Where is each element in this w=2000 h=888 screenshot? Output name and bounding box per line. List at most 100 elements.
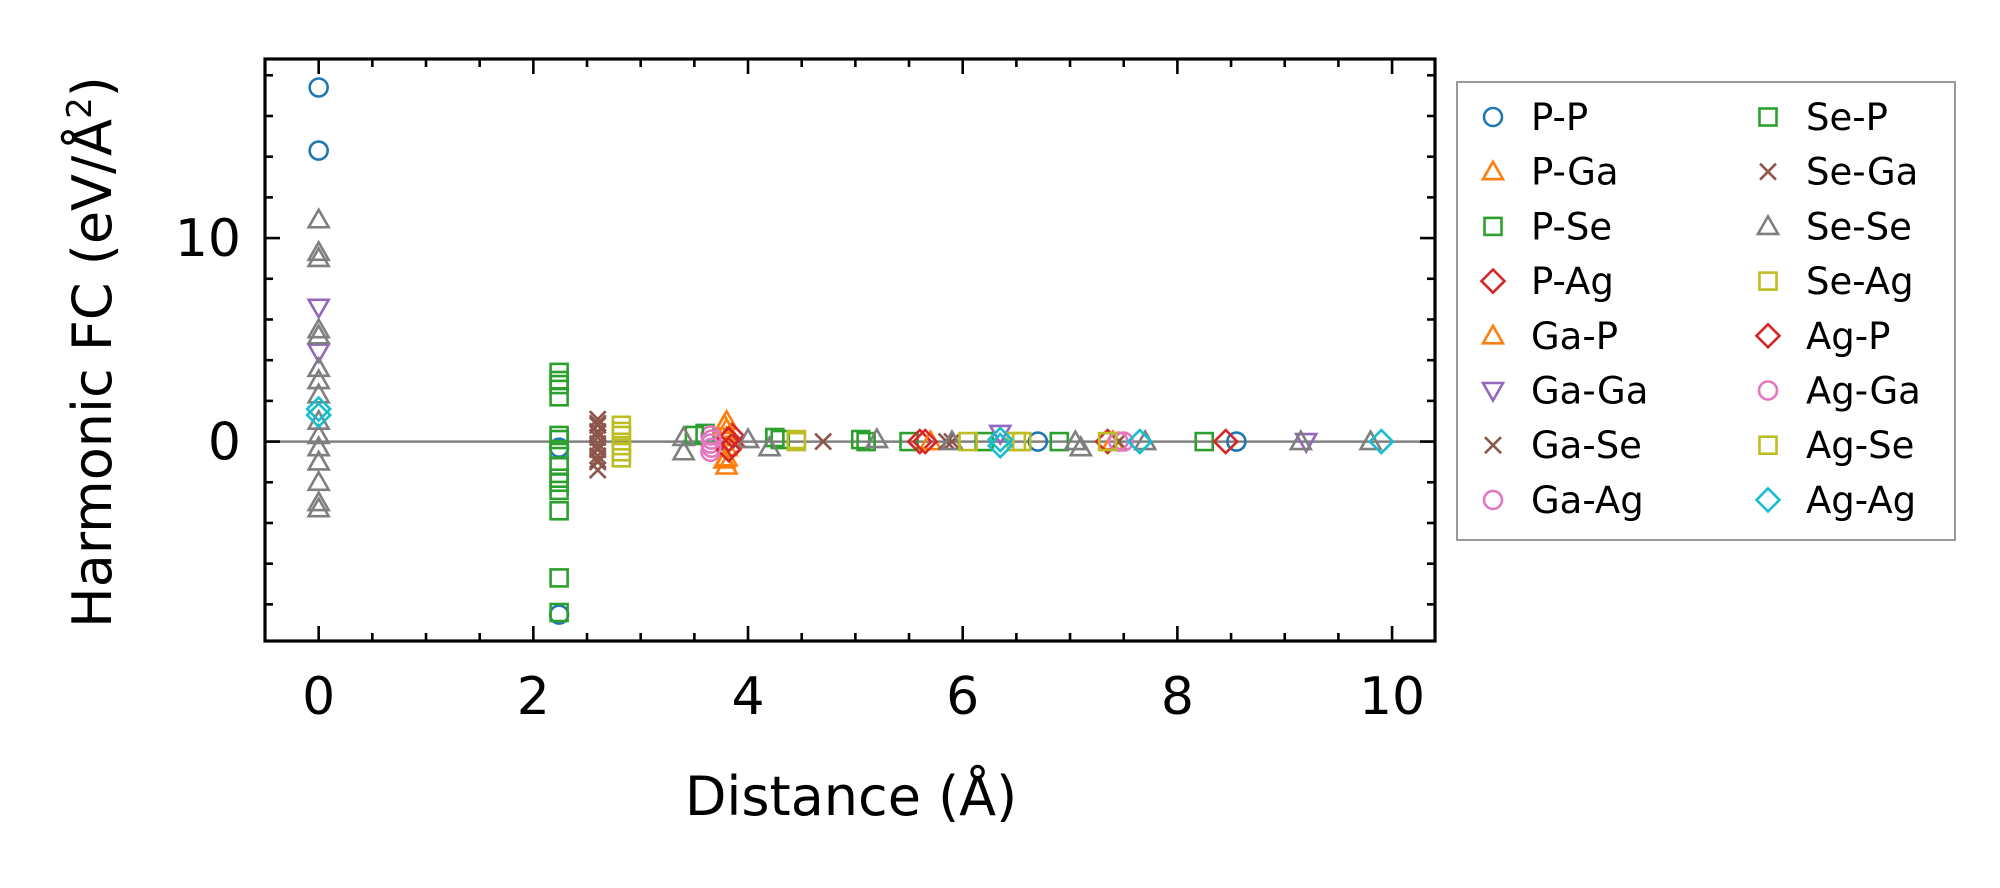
data-point <box>1049 431 1070 452</box>
legend-marker <box>1759 162 1777 181</box>
data-point <box>611 441 632 462</box>
y-axis-title: Harmonic FC (eV/Å2) <box>60 76 124 628</box>
data-point <box>1126 428 1154 455</box>
legend-marker <box>1758 435 1778 456</box>
x-tick-label: 8 <box>1161 667 1194 727</box>
legend-marker <box>1483 216 1503 237</box>
legend-entry-p-ga: P-Ga <box>1480 151 1619 194</box>
data-point <box>712 447 737 469</box>
series-p-se <box>549 362 994 588</box>
data-point <box>856 431 876 452</box>
x-axis-title: Distance (Å) <box>685 764 1017 828</box>
legend-entry-p-p: P-P <box>1482 96 1588 139</box>
legend-label: Ga-Ag <box>1531 479 1644 522</box>
data-points-layer <box>305 77 1395 625</box>
legend-items: P-P P-Ga P-Se P-Ag Ga-P Ga-Ga Ga-Se Ga-Ag Se-P Se… <box>1479 96 1921 522</box>
data-point <box>306 239 331 262</box>
legend: P-P P-Ga P-Se P-Ag Ga-P Ga-Ga Ga-Se Ga-Ag Se-P Se… <box>1456 81 1956 541</box>
series-ag-se <box>611 421 1118 462</box>
y-axis-title-main: Harmonic FC (eV/Å <box>60 119 124 628</box>
legend-entry-se-ag: Se-Ag <box>1758 260 1914 303</box>
data-point <box>850 429 871 450</box>
data-point <box>943 432 961 451</box>
ticks-layer <box>263 59 1435 641</box>
data-point <box>549 374 569 395</box>
data-point <box>1358 428 1383 451</box>
legend-entry-se-p: Se-P <box>1758 96 1888 139</box>
data-point <box>986 432 1014 459</box>
data-point <box>588 446 607 465</box>
data-point <box>671 439 696 461</box>
data-point <box>899 431 919 452</box>
legend-marker <box>1480 323 1506 345</box>
series-ga-ga <box>306 298 1319 455</box>
legend-label: P-Se <box>1531 205 1612 248</box>
series-ag-ag <box>305 395 1395 459</box>
data-point <box>549 387 569 407</box>
data-point <box>549 472 569 493</box>
x-tick-label: 2 <box>517 667 550 727</box>
series-se-p <box>549 370 1215 623</box>
data-point <box>986 426 1014 453</box>
data-point <box>306 207 331 229</box>
series-p-p <box>308 77 1247 625</box>
data-point <box>958 431 978 452</box>
legend-label: Ag-Ag <box>1806 479 1916 522</box>
x-tick-label: 0 <box>302 667 335 727</box>
data-point <box>306 355 331 378</box>
legend-label: P-Ga <box>1531 151 1619 194</box>
legend-marker <box>1484 436 1502 455</box>
legend-label: Se-Ag <box>1806 260 1914 303</box>
data-point <box>306 435 331 457</box>
legend-label: Ag-Ga <box>1806 370 1921 413</box>
data-point <box>549 468 569 489</box>
legend-frame <box>1456 81 1956 541</box>
legend-entry-ag-se: Ag-Se <box>1758 424 1914 467</box>
data-point <box>1212 428 1240 455</box>
data-point <box>305 395 333 423</box>
series-se-se <box>306 207 1383 518</box>
data-point <box>1097 431 1118 452</box>
legend-label: Se-Se <box>1806 205 1912 248</box>
legend-marker <box>1754 322 1782 350</box>
data-point <box>306 367 331 390</box>
data-point <box>939 428 965 451</box>
legend-entry-se-se: Se-Se <box>1755 205 1912 248</box>
legend-label: Ga-P <box>1531 315 1618 358</box>
y-tick-label: 10 <box>175 209 241 269</box>
data-point <box>814 432 833 451</box>
legend-entry-ag-ag: Ag-Ag <box>1754 479 1916 522</box>
legend-entry-ag-p: Ag-P <box>1754 315 1890 358</box>
data-point <box>306 449 331 471</box>
legend-marker <box>1758 271 1778 291</box>
data-point <box>549 370 569 391</box>
data-point <box>701 437 722 458</box>
legend-marker <box>1479 267 1507 295</box>
data-point <box>306 298 331 320</box>
data-point <box>1113 431 1135 452</box>
data-point <box>786 429 807 450</box>
data-point <box>549 500 569 521</box>
data-point <box>549 429 569 450</box>
data-point <box>306 323 331 345</box>
legend-label: P-P <box>1531 96 1588 139</box>
data-point <box>588 453 607 471</box>
legend-marker <box>1755 213 1781 236</box>
data-point <box>306 422 331 445</box>
legend-entry-ga-se: Ga-Se <box>1484 424 1642 467</box>
data-point <box>1226 431 1247 452</box>
data-point <box>588 424 607 443</box>
data-point <box>757 435 782 457</box>
data-point <box>671 424 696 447</box>
data-point <box>1011 431 1032 452</box>
x-tick-label: 6 <box>946 667 979 727</box>
legend-marker <box>1754 486 1782 514</box>
legend-marker <box>1482 489 1504 511</box>
data-point <box>701 429 722 450</box>
data-point <box>1109 432 1128 451</box>
axes-frame-layer <box>263 57 1437 643</box>
data-point <box>1293 432 1319 455</box>
series-ag-ga <box>701 429 1135 458</box>
